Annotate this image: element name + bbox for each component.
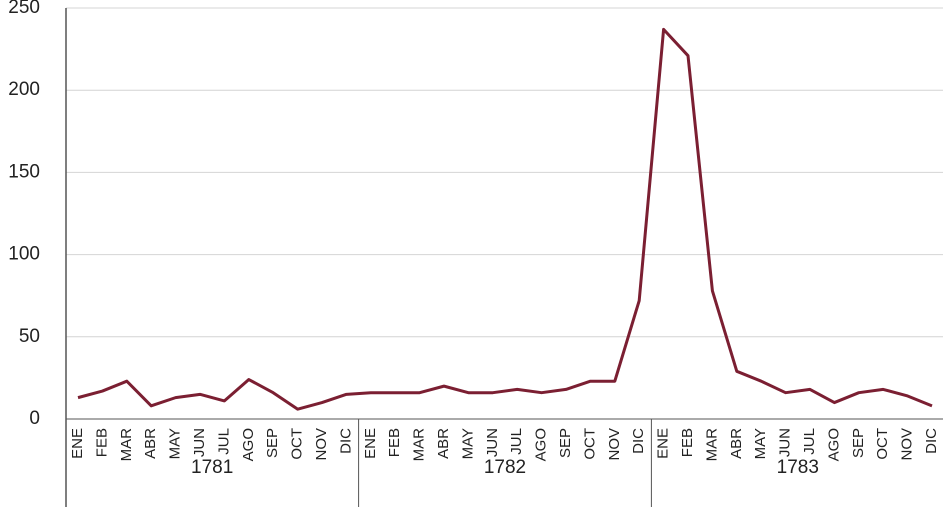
x-tick-label: ABR xyxy=(435,428,452,459)
x-tick-label: MAY xyxy=(752,428,769,459)
x-tick-label: OCT xyxy=(874,428,891,460)
x-tick-label: FEB xyxy=(93,428,110,457)
x-tick-label: JUL xyxy=(801,428,818,455)
x-tick-label: ENE xyxy=(69,428,86,459)
y-tick-label: 250 xyxy=(8,0,40,18)
x-tick-label: ABR xyxy=(142,428,159,459)
x-tick-label: ENE xyxy=(362,428,379,459)
y-tick-label: 200 xyxy=(8,79,40,100)
x-tick-label: JUN xyxy=(777,428,794,457)
x-tick-label: MAR xyxy=(118,428,135,462)
x-tick-label: MAR xyxy=(411,428,428,462)
x-tick-label: FEB xyxy=(386,428,403,457)
x-tick-label: AGO xyxy=(240,428,257,461)
x-tick-label: ABR xyxy=(728,428,745,459)
y-tick-label: 150 xyxy=(8,161,40,182)
x-tick-label: OCT xyxy=(289,428,306,460)
x-tick-label: SEP xyxy=(850,428,867,458)
x-tick-label: JUL xyxy=(508,428,525,455)
y-tick-label: 50 xyxy=(19,326,40,347)
x-tick-label: DIC xyxy=(923,428,940,454)
x-tick-label: JUL xyxy=(215,428,232,455)
y-tick-label: 0 xyxy=(29,408,40,429)
x-tick-label: JUN xyxy=(191,428,208,457)
x-tick-label: MAY xyxy=(459,428,476,459)
group-label: 1783 xyxy=(777,457,819,478)
x-tick-label: DIC xyxy=(337,428,354,454)
x-tick-label: AGO xyxy=(825,428,842,461)
x-tick-label: NOV xyxy=(899,428,916,461)
x-tick-label: SEP xyxy=(557,428,574,458)
x-tick-label: ENE xyxy=(655,428,672,459)
x-tick-label: NOV xyxy=(313,428,330,461)
x-tick-label: FEB xyxy=(679,428,696,457)
x-tick-label: MAR xyxy=(703,428,720,462)
x-tick-label: NOV xyxy=(606,428,623,461)
x-tick-label: SEP xyxy=(264,428,281,458)
group-label: 1781 xyxy=(191,457,233,478)
x-tick-label: JUN xyxy=(484,428,501,457)
group-label: 1782 xyxy=(484,457,526,478)
data-line xyxy=(77,27,933,411)
y-tick-label: 100 xyxy=(8,244,40,265)
x-tick-label: DIC xyxy=(630,428,647,454)
x-tick-label: AGO xyxy=(533,428,550,461)
x-tick-label: MAY xyxy=(167,428,184,459)
x-tick-label: OCT xyxy=(581,428,598,460)
